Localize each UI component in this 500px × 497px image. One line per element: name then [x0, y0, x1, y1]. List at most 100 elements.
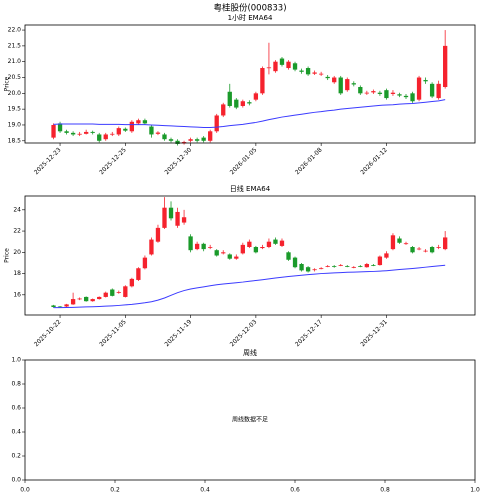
candle-body [214, 115, 219, 132]
candle-body [429, 247, 435, 253]
candle-body [364, 92, 369, 94]
candle-body [325, 266, 330, 267]
candle-body [286, 252, 291, 260]
x-tick-label: 0.2 [110, 487, 120, 494]
candle-body [332, 266, 337, 267]
candle-body [410, 93, 415, 102]
candle-body [110, 133, 115, 135]
y-tick-label: 21.5 [8, 42, 22, 49]
y-tick-label: 0.2 [11, 453, 21, 460]
candle-body [423, 250, 428, 252]
candle-body [429, 83, 435, 97]
candle-body [77, 133, 82, 135]
candle-body [162, 134, 167, 140]
candle-body [299, 264, 304, 271]
y-tick-label: 0.8 [11, 381, 21, 388]
x-tick-label: 2025-10-22 [33, 318, 63, 348]
x-tick-label: 2025-12-31 [359, 318, 389, 348]
candle-body [253, 93, 259, 100]
ema-line [53, 99, 446, 128]
candle-body [390, 235, 396, 250]
candle-body [292, 257, 298, 268]
candle-body [90, 131, 95, 133]
candle-body [149, 239, 154, 255]
y-tick-label: 0.4 [11, 429, 21, 436]
candle-body [305, 68, 311, 75]
candle-body [351, 266, 356, 268]
y-axis-label: Price [4, 248, 11, 263]
candle-body [436, 247, 441, 248]
page-title: 粤桂股份(000833) [213, 3, 286, 14]
candle-body [51, 305, 56, 308]
candle-body [403, 95, 409, 98]
candle-body [286, 61, 291, 69]
candle-body [332, 77, 337, 83]
candle-body [443, 237, 448, 250]
candle-body [70, 299, 76, 305]
candle-body [384, 253, 389, 258]
candle-body [266, 241, 272, 247]
candle-body [247, 102, 252, 104]
candle-body [253, 247, 259, 253]
candle-body [227, 91, 232, 106]
x-tick-label: 2025-12-25 [98, 146, 128, 176]
candle-body [403, 243, 409, 245]
candle-body [64, 131, 69, 133]
candle-body [129, 278, 135, 287]
candle-body [84, 296, 89, 302]
candle-body [416, 77, 422, 100]
candle-body [201, 243, 206, 250]
x-tick-label: 0.4 [200, 487, 210, 494]
axes-frame [24, 24, 476, 144]
y-tick-label: 18 [13, 270, 21, 277]
x-tick-label: 1.0 [470, 487, 480, 494]
candle-body [110, 289, 115, 296]
y-tick-label: 22 [13, 228, 21, 235]
candle-body [162, 207, 167, 228]
x-tick-label: 2025-11-19 [163, 318, 193, 348]
candle-body [64, 304, 69, 307]
candle-body [345, 79, 350, 91]
candle-body [194, 139, 200, 141]
candle-body [136, 268, 141, 280]
candle-body [371, 265, 376, 266]
candle-body [260, 68, 265, 94]
subplot-title: 周线 [243, 348, 257, 357]
candle-body [416, 248, 422, 250]
candle-body [390, 92, 396, 94]
candle-body [279, 58, 285, 65]
y-tick-label: 22.0 [8, 27, 22, 34]
candle-body [305, 267, 311, 272]
axes-frame [24, 195, 476, 316]
x-tick-label: 2025-12-03 [229, 318, 259, 348]
y-tick-label: 0.0 [11, 477, 21, 484]
candle-body [116, 292, 121, 293]
candle-body [142, 257, 148, 269]
candle-body [194, 243, 200, 250]
candle-body [123, 128, 128, 131]
x-tick-label: 2025-12-30 [163, 146, 193, 176]
candle-body [70, 132, 76, 135]
candle-body [397, 94, 402, 96]
y-tick-label: 1.0 [11, 357, 21, 364]
candle-body [201, 137, 206, 141]
candle-body [221, 104, 226, 116]
candle-body [97, 134, 102, 141]
ema-line [53, 264, 446, 309]
axes-frame [24, 359, 476, 481]
candle-body [129, 121, 135, 132]
candle-body [97, 296, 102, 300]
candle-body [240, 101, 245, 106]
x-tick-label: 2025-12-23 [33, 146, 63, 176]
candle-body [57, 123, 63, 132]
candle-body [149, 126, 154, 135]
y-tick-label: 21.0 [8, 58, 22, 65]
candle-body [260, 247, 265, 249]
candle-body [57, 306, 63, 308]
candle-body [397, 238, 402, 243]
candle-body [273, 61, 278, 72]
x-tick-label: 0.8 [380, 487, 390, 494]
y-tick-label: 16 [13, 291, 21, 298]
candle-body [103, 134, 108, 140]
candle-body [214, 250, 219, 256]
